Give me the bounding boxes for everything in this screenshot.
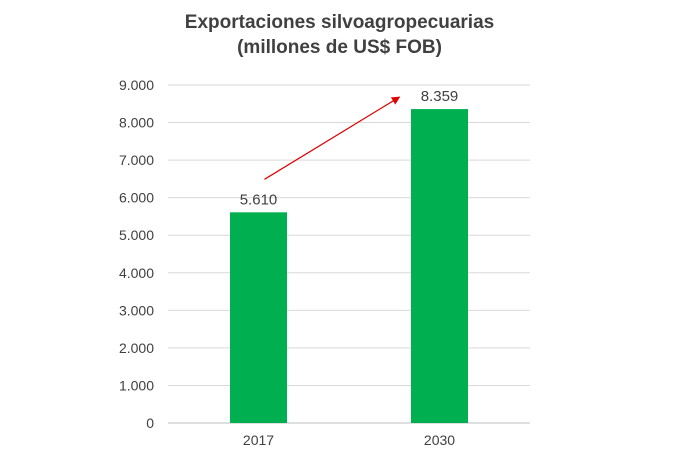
x-tick-label: 2017 [243, 432, 274, 448]
y-tick-label: 9.000 [119, 77, 154, 93]
y-tick-label: 6.000 [119, 190, 154, 206]
y-tick-label: 0 [146, 415, 154, 431]
y-tick-label: 2.000 [119, 340, 154, 356]
annotations [264, 96, 401, 180]
bar-2030 [411, 109, 468, 423]
trend-arrow [264, 96, 401, 180]
data-label-2030: 8.359 [421, 88, 459, 105]
chart-subtitle: (millones de US$ FOB) [237, 37, 442, 58]
y-tick-label: 4.000 [119, 265, 154, 281]
gridlines [168, 84, 530, 424]
y-tick-label: 1.000 [119, 377, 154, 393]
y-tick-label: 7.000 [119, 152, 154, 168]
bar-2017 [230, 212, 287, 423]
data-labels: 5.610 8.359 [240, 88, 459, 208]
chart-title: Exportaciones silvoagropecuarias [184, 12, 495, 33]
bars [230, 109, 468, 423]
y-tick-label: 3.000 [119, 302, 154, 318]
y-tick-label: 5.000 [119, 227, 154, 243]
data-label-2017: 5.610 [240, 191, 278, 208]
x-axis-ticks: 2017 2030 [243, 432, 455, 448]
y-tick-label: 8.000 [119, 115, 154, 131]
y-axis-ticks: 0 1.000 2.000 3.000 4.000 5.000 6.000 7.000 8.00… [119, 77, 154, 431]
x-tick-label: 2030 [424, 432, 455, 448]
